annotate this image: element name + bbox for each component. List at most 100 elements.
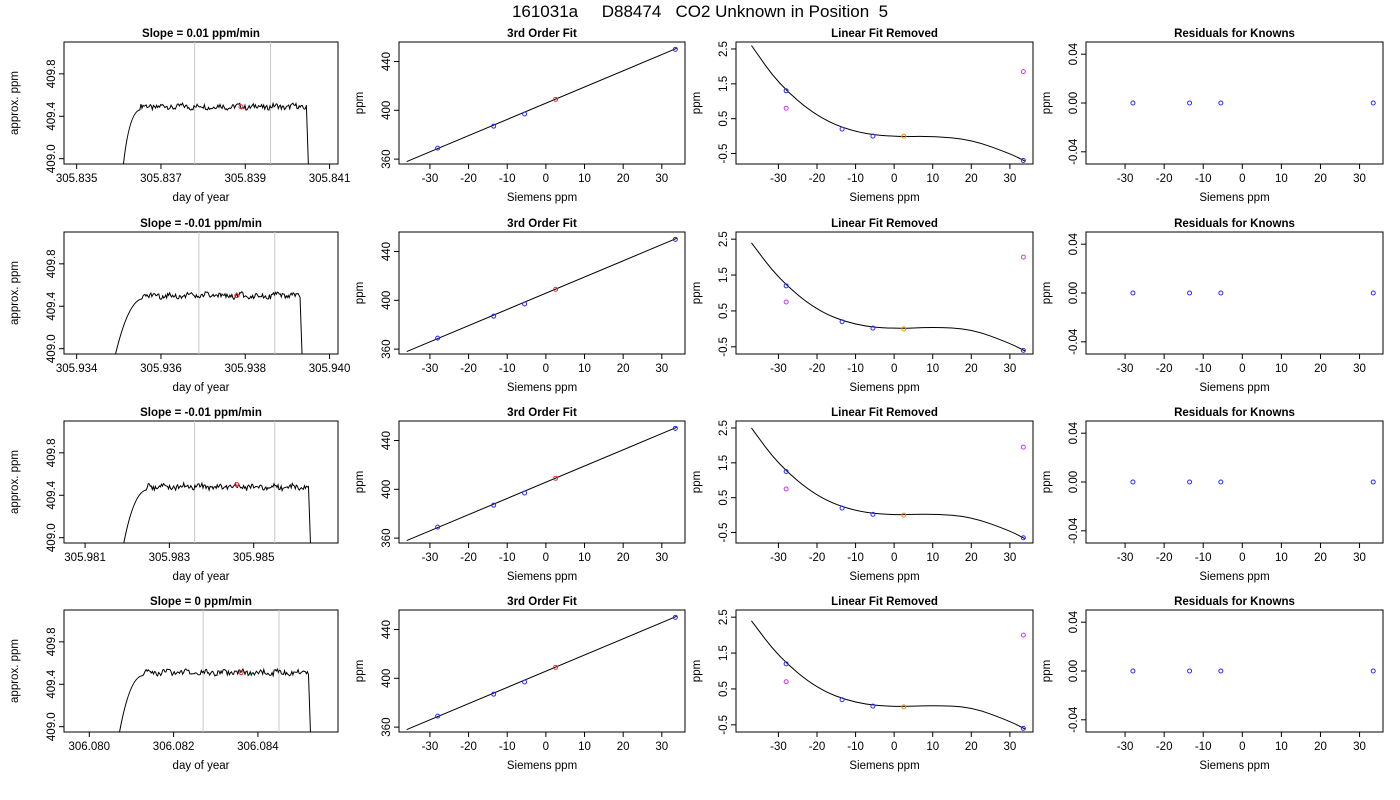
x-tick-label: 305.940	[309, 363, 351, 375]
linear-residual-point	[783, 679, 789, 685]
x-tick-label: 20	[965, 741, 978, 753]
known-standard-point	[435, 524, 441, 530]
known-standard-point	[839, 126, 845, 132]
known-standard-point	[1187, 290, 1193, 296]
y-tick-label: 360	[381, 150, 393, 169]
mean-marker	[234, 482, 240, 488]
y-tick-label: 440	[381, 620, 393, 639]
panel-1-3: Linear Fit Removed -30 -20 -10 0 10 20 30 -0.5 0.…	[691, 28, 1034, 204]
known-standard-point	[1020, 725, 1026, 731]
unknown-sample-point	[901, 512, 907, 518]
panel-4-3: Linear Fit Removed -30 -20 -10 0 10 20 30 -0.5 0.…	[691, 596, 1034, 772]
x-tick-label: 305.835	[56, 173, 98, 185]
x-tick-label: 20	[1314, 363, 1327, 375]
y-tick-label: 409.8	[46, 627, 58, 656]
y-tick-label: 360	[381, 718, 393, 737]
unknown-sample-point	[553, 664, 559, 670]
known-standard-point	[1130, 100, 1136, 106]
fit-line	[406, 47, 678, 163]
fit-line	[406, 237, 678, 353]
x-tick-label: -30	[1117, 552, 1134, 564]
x-tick-label: 30	[655, 741, 668, 753]
x-tick-label: 30	[1003, 552, 1016, 564]
x-tick-label: -30	[1117, 741, 1134, 753]
x-tick-label: 30	[655, 363, 668, 375]
x-axis-label: Siemens ppm	[507, 192, 577, 204]
panel-4-1: Slope = 0 ppm/min 306.080 306.082 306.084 40…	[9, 596, 339, 772]
x-tick-label: 305.841	[309, 173, 351, 185]
x-tick-label: 30	[655, 173, 668, 185]
y-axis-label: ppm	[691, 92, 703, 114]
y-tick-label: -0.5	[718, 523, 730, 543]
x-tick-label: 10	[578, 173, 591, 185]
known-standard-point	[522, 490, 528, 496]
y-tick-label: 409.4	[46, 480, 58, 509]
x-tick-label: 10	[578, 552, 591, 564]
ppm-trace	[115, 291, 303, 354]
known-standard-point	[1187, 100, 1193, 106]
x-tick-label: 20	[617, 552, 630, 564]
x-tick-label: 20	[965, 173, 978, 185]
known-standard-point	[491, 502, 497, 508]
x-tick-label: 10	[926, 363, 939, 375]
y-axis-label: ppm	[691, 282, 703, 304]
panel-3-4: Residuals for Knowns -30 -20 -10 0 10 20 30 -0.0…	[1041, 407, 1384, 583]
x-tick-label: -30	[422, 741, 439, 753]
panel-2-4: Residuals for Knowns -30 -20 -10 0 10 20 30 -0.0…	[1041, 218, 1384, 394]
panel-title: Slope = -0.01 ppm/min	[140, 218, 262, 230]
plot-frame	[398, 420, 686, 544]
known-standard-point	[1187, 479, 1193, 485]
x-tick-label: -10	[1195, 363, 1212, 375]
x-tick-label: 0	[543, 363, 549, 375]
x-tick-label: 30	[1003, 741, 1016, 753]
plot-frame	[398, 609, 686, 733]
x-tick-label: -30	[1117, 363, 1134, 375]
y-tick-label: 1.5	[718, 645, 730, 661]
x-tick-label: -10	[499, 741, 516, 753]
panel-1-4: Residuals for Knowns -30 -20 -10 0 10 20 30 -0.0…	[1041, 28, 1384, 204]
y-tick-label: 1.5	[718, 76, 730, 92]
plot-area	[751, 620, 1026, 731]
y-tick-label: 0.5	[718, 681, 730, 697]
x-tick-label: 20	[1314, 552, 1327, 564]
known-standard-point	[783, 661, 789, 667]
known-standard-point	[491, 313, 497, 319]
x-axis-label: day of year	[173, 571, 230, 583]
x-tick-label: 30	[1353, 741, 1366, 753]
x-tick-label: 10	[1275, 173, 1288, 185]
y-tick-label: 0.04	[1068, 42, 1080, 65]
y-tick-label: 409.4	[46, 101, 58, 130]
panel-3-3: Linear Fit Removed -30 -20 -10 0 10 20 30 -0.5 0.…	[691, 407, 1034, 583]
y-axis-label: ppm	[354, 660, 366, 682]
x-tick-label: -30	[422, 173, 439, 185]
y-tick-label: -0.04	[1068, 328, 1080, 355]
y-tick-label: 1.5	[718, 455, 730, 471]
plot-frame	[735, 41, 1034, 165]
x-tick-label: -20	[460, 741, 477, 753]
y-tick-label: 409.0	[46, 523, 58, 552]
x-tick-label: 0	[543, 741, 549, 753]
x-axis-label: Siemens ppm	[507, 571, 577, 583]
y-tick-label: 0.5	[718, 490, 730, 506]
x-tick-label: -10	[847, 173, 864, 185]
x-tick-label: 30	[1003, 363, 1016, 375]
y-axis-label: ppm	[691, 471, 703, 493]
y-tick-label: 409.0	[46, 334, 58, 363]
y-tick-label: 440	[381, 431, 393, 450]
x-axis-label: Siemens ppm	[1199, 571, 1269, 583]
known-standard-point	[522, 301, 528, 307]
x-axis-label: day of year	[173, 192, 230, 204]
x-axis-label: Siemens ppm	[507, 760, 577, 772]
known-standard-point	[1218, 668, 1224, 674]
y-tick-label: 0.04	[1068, 610, 1080, 633]
panel-title: 3rd Order Fit	[507, 28, 577, 40]
x-tick-label: 30	[1353, 173, 1366, 185]
y-tick-label: 409.4	[46, 291, 58, 320]
panel-title: Linear Fit Removed	[831, 596, 938, 608]
plot-area	[119, 610, 311, 732]
x-tick-label: 305.938	[224, 363, 266, 375]
ppm-trace	[119, 667, 311, 732]
y-tick-label: 2.5	[718, 609, 730, 625]
x-axis-label: Siemens ppm	[1199, 192, 1269, 204]
known-standard-point	[1020, 535, 1026, 541]
